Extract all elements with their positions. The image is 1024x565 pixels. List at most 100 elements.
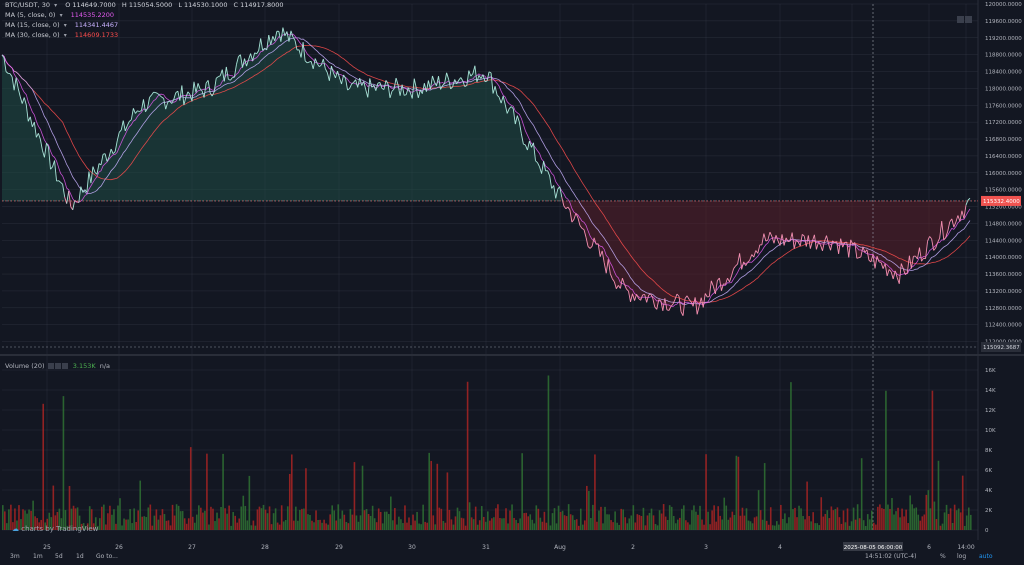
area-below-baseline	[2, 200, 970, 316]
volume-bar	[355, 515, 358, 530]
volume-bar	[198, 505, 200, 530]
volume-bar	[808, 516, 810, 530]
volume-bar	[262, 504, 265, 530]
price-line-segment	[438, 76, 441, 90]
price-line-segment	[927, 236, 930, 242]
volume-bar	[484, 521, 487, 530]
chevron-down-icon[interactable]: ▾	[59, 12, 63, 19]
time-tick-label: 31	[482, 544, 490, 551]
volume-bar	[844, 522, 847, 530]
tradingview-logo[interactable]: ☁ charts by TradingView	[12, 525, 98, 533]
volume-bar	[507, 523, 509, 530]
volume-bar	[191, 516, 194, 530]
price-line-segment	[337, 70, 340, 78]
price-line-segment	[636, 294, 639, 299]
ma15-legend[interactable]: MA (15, close, 0) ▾ 114341.4467	[5, 21, 118, 30]
price-line-segment	[818, 242, 821, 246]
volume-bar	[171, 504, 174, 530]
price-line-segment	[876, 256, 880, 263]
timeframe-3m[interactable]: 3m	[10, 553, 20, 560]
timeframe-5d[interactable]: 5d	[55, 553, 63, 560]
timeframe-1m[interactable]: 1m	[33, 553, 43, 560]
price-line-segment	[943, 237, 947, 241]
volume-bar	[933, 501, 936, 530]
price-line-segment	[860, 246, 864, 258]
price-line-segment	[326, 72, 330, 81]
price-line-segment	[209, 92, 213, 97]
baseline-price-badge	[981, 342, 1021, 352]
price-line-segment	[850, 239, 854, 245]
volume-bar	[683, 505, 685, 530]
auto-toggle[interactable]: auto	[979, 553, 993, 560]
percent-toggle[interactable]: %	[940, 553, 946, 560]
symbol-title[interactable]: BTC/USDT, 30	[5, 1, 51, 9]
volume-bar	[440, 508, 443, 530]
volume-bar	[967, 507, 970, 530]
volume-legend[interactable]: Volume (20) 3.153K n/a	[5, 362, 110, 370]
volume-bar	[84, 525, 87, 530]
price-line-segment	[694, 297, 698, 315]
price-line-segment	[86, 171, 90, 193]
volume-bar	[20, 519, 22, 530]
timeframe-1d[interactable]: 1d	[76, 553, 84, 560]
volume-bar	[123, 518, 125, 530]
volume-na: n/a	[99, 362, 110, 370]
price-line-segment	[149, 94, 152, 98]
volume-bar	[468, 502, 471, 530]
volume-bar	[804, 519, 806, 530]
volume-bar	[373, 518, 376, 530]
price-line-segment	[801, 234, 805, 237]
volume-bar	[891, 498, 893, 530]
volume-bar	[369, 515, 372, 530]
volume-bar	[561, 510, 564, 530]
ma30-legend[interactable]: MA (30, close, 0) ▾ 114609.1733	[5, 31, 118, 40]
price-line-segment	[773, 235, 777, 244]
volume-bar	[701, 519, 703, 530]
volume-tick-label: 10K	[985, 428, 996, 434]
price-line-segment	[464, 85, 468, 88]
price-line-segment	[411, 78, 415, 99]
volume-bar	[501, 518, 503, 530]
price-line-segment	[207, 80, 211, 93]
volume-bar	[280, 505, 283, 530]
volume-bar	[881, 508, 883, 530]
volume-bar	[8, 509, 10, 530]
close-icon[interactable]	[61, 363, 68, 369]
price-line-segment	[260, 38, 264, 51]
price-line-segment	[690, 301, 694, 307]
volume-bar	[491, 518, 493, 530]
price-line-segment	[314, 58, 318, 64]
volume-bar	[284, 519, 287, 530]
settings-icon[interactable]	[54, 363, 61, 369]
price-line-segment	[248, 53, 251, 60]
volume-bar	[955, 510, 958, 530]
price-line-segment	[963, 205, 967, 219]
volume-bar	[870, 510, 873, 530]
chevron-down-icon[interactable]: ▾	[63, 22, 67, 29]
crosshair-time-label: 2025-08-05 06:00:00	[844, 545, 903, 551]
goto-button[interactable]: Go to...	[96, 553, 118, 560]
chevron-down-icon[interactable]: ▾	[63, 32, 67, 39]
price-line-segment	[917, 247, 920, 260]
volume-bar	[814, 523, 816, 530]
price-line-segment	[656, 299, 660, 310]
price-line-segment	[106, 156, 110, 162]
visibility-icon[interactable]	[47, 363, 54, 369]
maximize-icon[interactable]	[965, 16, 972, 23]
volume-bar	[602, 523, 604, 530]
price-line-segment	[967, 197, 971, 201]
price-tick-label: 119200.0000	[985, 36, 1022, 42]
volume-bar	[351, 514, 354, 530]
minimize-icon[interactable]	[957, 16, 964, 23]
volume-bar	[693, 505, 695, 530]
price-line-segment	[215, 76, 219, 79]
volume-bar	[157, 519, 160, 530]
chevron-down-icon[interactable]: ▾	[54, 2, 58, 9]
volume-bar	[642, 507, 645, 530]
ma5-legend[interactable]: MA (5, close, 0) ▾ 114535.2200	[5, 11, 114, 20]
price-tick-label: 118400.0000	[985, 70, 1022, 76]
price-line-segment	[670, 303, 674, 307]
log-toggle[interactable]: log	[957, 553, 967, 560]
volume-bar	[535, 505, 538, 530]
